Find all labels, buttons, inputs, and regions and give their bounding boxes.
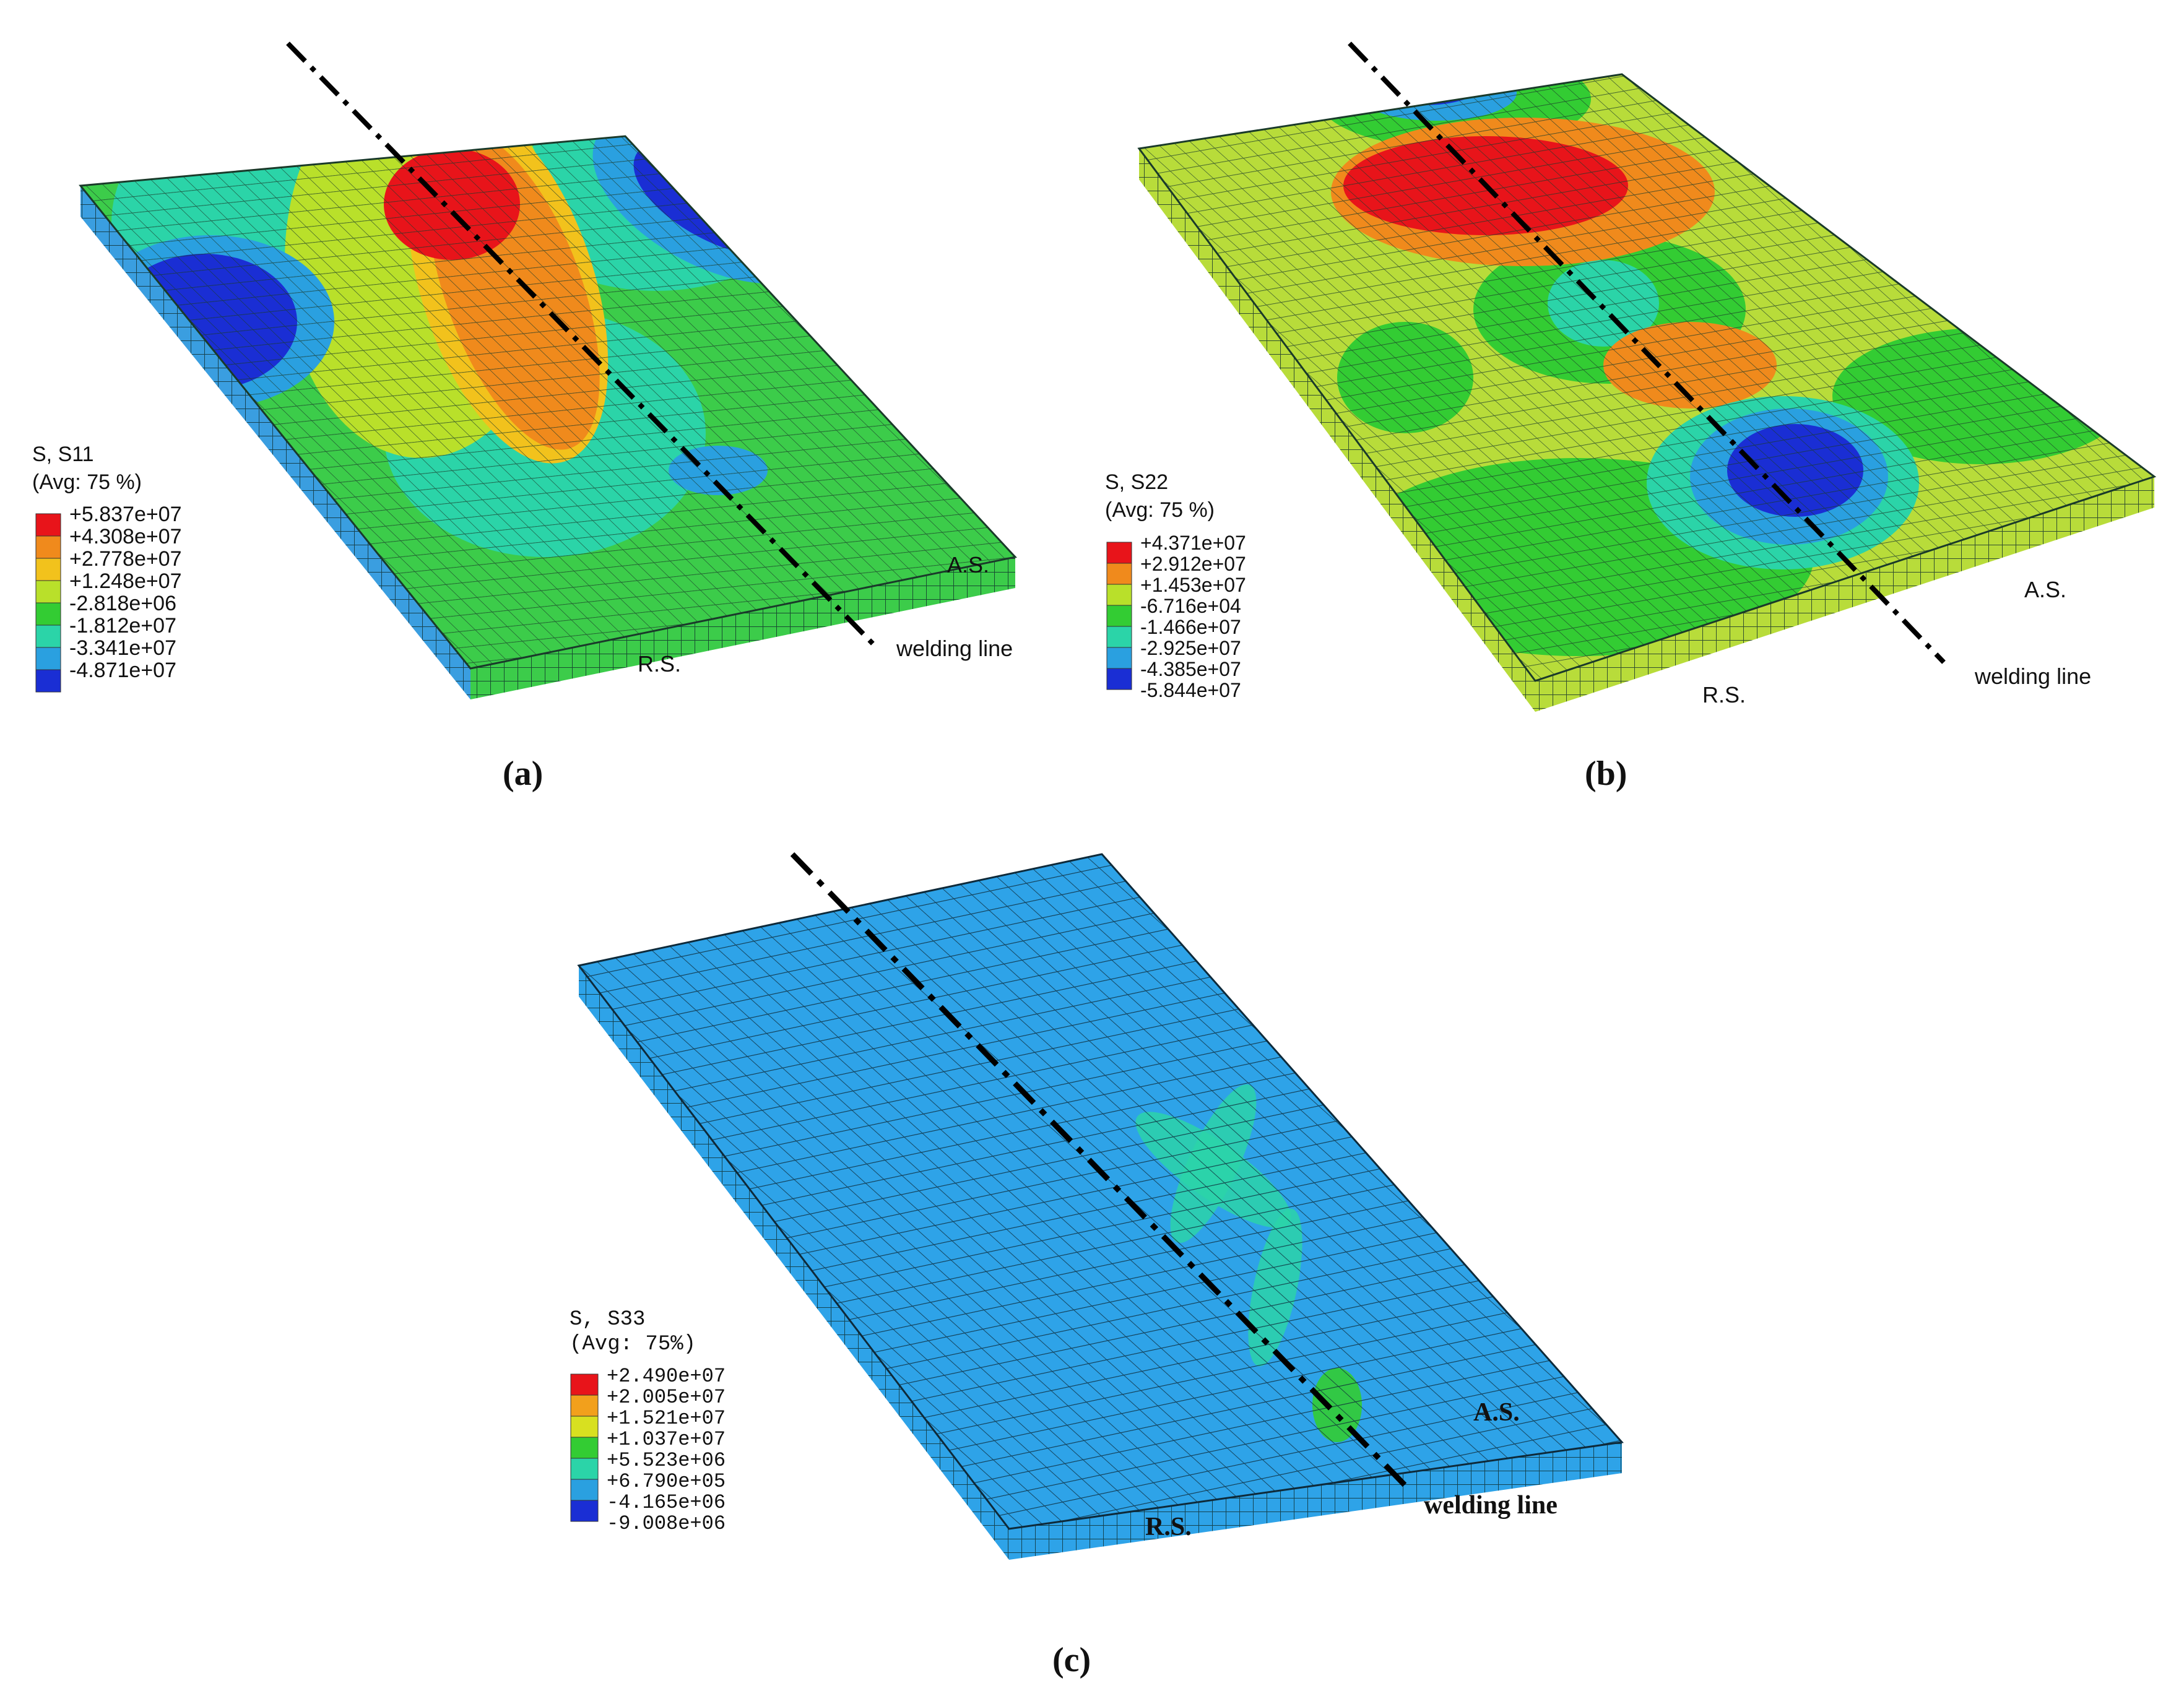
legend-c-swatch xyxy=(570,1395,599,1417)
legend-a-value: +2.778e+07 xyxy=(69,547,182,571)
legend-c-value: +5.523e+06 xyxy=(607,1449,726,1472)
label-as-b: A.S. xyxy=(2024,577,2066,602)
legend-b-value: -5.844e+07 xyxy=(1140,679,1241,701)
caption-b: (b) xyxy=(1585,755,1627,793)
legend-c-swatch xyxy=(570,1458,599,1480)
legend-a-value: -4.871e+07 xyxy=(69,659,176,682)
legend-b-swatch xyxy=(1106,563,1132,585)
legend-a-value: -3.341e+07 xyxy=(69,636,176,660)
legend-c: S, S33 (Avg: 75%) +2.490e+07+2.005e+07+1… xyxy=(570,1308,726,1535)
label-weld-b: welding line xyxy=(1974,664,2091,689)
label-rs-c: R.S. xyxy=(1145,1513,1192,1541)
legend-b: S, S22 (Avg: 75 %) +4.371e+07+2.912e+07+… xyxy=(1105,470,1246,701)
label-as-a: A.S. xyxy=(947,552,989,577)
legend-a-value: +4.308e+07 xyxy=(69,525,182,548)
legend-a-swatch xyxy=(35,602,61,626)
legend-a-swatches xyxy=(35,513,61,693)
legend-b-value: +4.371e+07 xyxy=(1140,532,1246,554)
legend-a-swatch xyxy=(35,625,61,648)
legend-a-swatch xyxy=(35,513,61,537)
legend-a-swatch xyxy=(35,558,61,581)
legend-b-value: -4.385e+07 xyxy=(1140,658,1241,680)
legend-c-value: +2.490e+07 xyxy=(607,1365,726,1388)
label-weld-a: welding line xyxy=(896,636,1013,661)
legend-c-value: +2.005e+07 xyxy=(607,1386,726,1409)
label-weld-c: welding line xyxy=(1424,1491,1558,1520)
welding-line-c xyxy=(790,852,1408,1488)
legend-a-values: +5.837e+07+4.308e+07+2.778e+07+1.248e+07… xyxy=(69,503,182,682)
legend-c-subtitle: (Avg: 75%) xyxy=(570,1333,696,1356)
legend-c-title: S, S33 xyxy=(570,1308,645,1331)
legend-b-swatches xyxy=(1106,542,1132,690)
legend-a-title: S, S11 xyxy=(32,443,94,466)
legend-b-swatch xyxy=(1106,668,1132,690)
legend-b-value: -2.925e+07 xyxy=(1140,637,1241,659)
legend-a-value: +5.837e+07 xyxy=(69,503,182,526)
legend-c-swatch xyxy=(570,1437,599,1459)
legend-b-subtitle: (Avg: 75 %) xyxy=(1105,498,1215,522)
legend-b-value: -6.716e+04 xyxy=(1140,595,1241,617)
legend-c-value: -9.008e+06 xyxy=(607,1512,726,1535)
welding-line-b xyxy=(1348,41,1946,664)
legend-b-swatch xyxy=(1106,542,1132,564)
legend-c-swatches xyxy=(570,1373,599,1522)
legend-c-value: +1.037e+07 xyxy=(607,1428,726,1451)
legend-b-value: -1.466e+07 xyxy=(1140,616,1241,638)
legend-c-value: +6.790e+05 xyxy=(607,1470,726,1493)
legend-b-swatch xyxy=(1106,605,1132,627)
panel-c: S, S33 (Avg: 75%) +2.490e+07+2.005e+07+1… xyxy=(570,852,1624,1679)
label-rs-a: R.S. xyxy=(638,651,681,677)
legend-b-swatch xyxy=(1106,626,1132,648)
legend-b-value: +2.912e+07 xyxy=(1140,553,1246,575)
legend-c-value: +1.521e+07 xyxy=(607,1407,726,1430)
legend-a-swatch xyxy=(35,580,61,603)
panel-b: S, S22 (Avg: 75 %) +4.371e+07+2.912e+07+… xyxy=(1105,41,2157,793)
legend-c-swatch xyxy=(570,1500,599,1522)
legend-b-title: S, S22 xyxy=(1105,470,1168,494)
caption-c: (c) xyxy=(1052,1641,1091,1679)
label-rs-b: R.S. xyxy=(1702,682,1746,707)
legend-a-swatch xyxy=(35,669,61,693)
legend-c-value: -4.165e+06 xyxy=(607,1491,726,1514)
legend-c-swatch xyxy=(570,1416,599,1438)
label-as-c: A.S. xyxy=(1473,1398,1520,1427)
caption-a: (a) xyxy=(503,755,543,793)
legend-c-values: +2.490e+07+2.005e+07+1.521e+07+1.037e+07… xyxy=(607,1365,726,1535)
legend-b-values: +4.371e+07+2.912e+07+1.453e+07-6.716e+04… xyxy=(1140,532,1246,701)
legend-a-value: +1.248e+07 xyxy=(69,569,182,593)
legend-a-subtitle: (Avg: 75 %) xyxy=(32,470,142,494)
legend-a-swatch xyxy=(35,535,61,559)
plate-b-top xyxy=(1139,74,2154,681)
legend-a-value: -1.812e+07 xyxy=(69,614,176,638)
legend-a-swatch xyxy=(35,647,61,670)
legend-b-swatch xyxy=(1106,647,1132,669)
legend-b-value: +1.453e+07 xyxy=(1140,574,1246,596)
legend-a-value: -2.818e+06 xyxy=(69,592,176,615)
legend-a: S, S11 (Avg: 75 %) +5.837e+07+4.308e+07+… xyxy=(32,443,182,693)
legend-c-swatch xyxy=(570,1373,599,1396)
legend-b-swatch xyxy=(1106,584,1132,606)
panel-a: S, S11 (Avg: 75 %) +5.837e+07+4.308e+07+… xyxy=(32,41,1017,793)
legend-c-swatch xyxy=(570,1479,599,1501)
